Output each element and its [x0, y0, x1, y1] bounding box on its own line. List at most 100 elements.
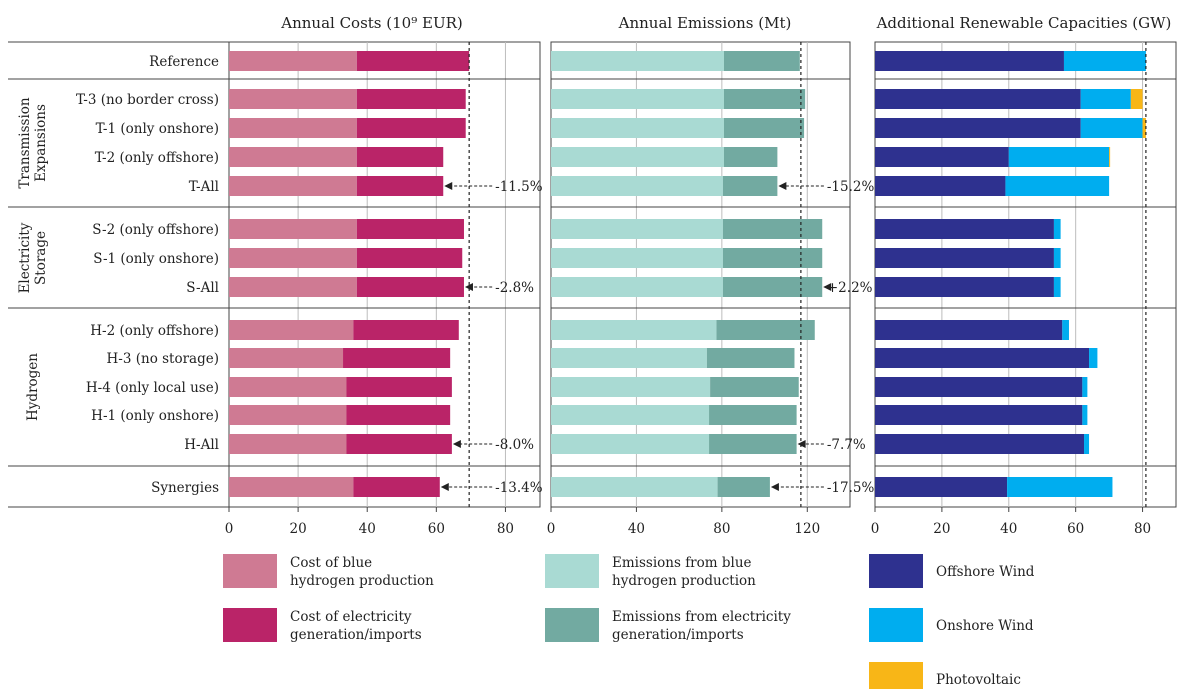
- legend-label-line: Photovoltaic: [936, 672, 1021, 688]
- bar-segment: [229, 118, 357, 138]
- legend-label: Emissions from blue hydrogen production: [612, 555, 756, 589]
- bar-segment: [346, 405, 451, 425]
- bar-segment: [551, 147, 724, 167]
- bar-segment: [875, 377, 1083, 397]
- row-label: H-2 (only offshore): [90, 323, 219, 339]
- group-label: Hydrogen: [25, 353, 41, 421]
- annotation-label: -17.5%: [827, 480, 875, 496]
- bar-segment: [229, 51, 357, 71]
- annotation-arrowhead: [797, 440, 806, 448]
- bar-segment: [1008, 147, 1110, 167]
- bar-segment: [875, 89, 1081, 109]
- bar-segment: [710, 377, 799, 397]
- bar-segment: [875, 147, 1009, 167]
- legend-label: Onshore Wind: [936, 618, 1034, 634]
- row-label: H-All: [184, 437, 219, 453]
- bar-segment: [229, 248, 357, 268]
- legend-label-line: Onshore Wind: [936, 618, 1034, 634]
- bar-segment: [1062, 320, 1069, 340]
- tick-label: 0: [225, 521, 234, 537]
- bar-segment: [551, 118, 724, 138]
- legend-label-line: Cost of blue: [290, 555, 372, 571]
- bar-segment: [229, 176, 357, 196]
- bar-segment: [709, 405, 797, 425]
- bar-segment: [722, 219, 823, 239]
- annotation-arrowhead: [452, 440, 461, 448]
- bar-segment: [353, 320, 459, 340]
- tick-label: 20: [933, 521, 950, 537]
- legend-label-line: generation/imports: [612, 627, 744, 643]
- annotation-label: -8.0%: [495, 437, 534, 453]
- legend-label-line: Offshore Wind: [936, 564, 1035, 580]
- bar-segment: [356, 118, 466, 138]
- bar-segment: [356, 176, 444, 196]
- group-label-line: Storage: [33, 231, 49, 285]
- bar-segment: [875, 348, 1090, 368]
- bar-segment: [875, 176, 1006, 196]
- legend-label: Cost of blue hydrogen production: [290, 555, 434, 589]
- bar-segment: [229, 377, 347, 397]
- annotation-arrowhead: [778, 182, 787, 190]
- bar-segment: [1080, 118, 1143, 138]
- bar-segment: [1082, 405, 1088, 425]
- tick-label: 80: [713, 521, 730, 537]
- bar-segment: [551, 348, 707, 368]
- row-label: H-1 (only onshore): [91, 408, 219, 424]
- bar-segment: [716, 320, 815, 340]
- bar-segment: [717, 477, 770, 497]
- bar-segment: [1053, 277, 1061, 297]
- bar-segment: [723, 147, 778, 167]
- bar-segment: [356, 277, 464, 297]
- row-label: T-3 (no border cross): [76, 92, 219, 108]
- panel-title: Annual Costs (10⁹ EUR): [280, 14, 462, 32]
- annotation-label: -2.8%: [495, 280, 534, 296]
- tick-label: 80: [1134, 521, 1151, 537]
- legend-swatch: [869, 554, 923, 588]
- tick-label: 120: [794, 521, 820, 537]
- bar-segment: [346, 434, 452, 454]
- bar-segment: [875, 477, 1008, 497]
- bar-segment: [722, 277, 823, 297]
- group-label-line: Hydrogen: [25, 353, 41, 421]
- bar-segment: [229, 434, 347, 454]
- bar-segment: [343, 348, 451, 368]
- annotation-label: -7.7%: [827, 437, 866, 453]
- bar-segment: [1089, 348, 1098, 368]
- bar-segment: [1082, 377, 1088, 397]
- bar-segment: [723, 89, 806, 109]
- bar-segment: [1080, 89, 1131, 109]
- legend-swatch: [223, 554, 277, 588]
- panel-frame: [550, 41, 851, 508]
- legend-label: Emissions from electricity generation/imp…: [612, 609, 791, 643]
- annotation-arrowhead: [770, 483, 779, 491]
- tick-label: 40: [1000, 521, 1017, 537]
- bar-segment: [551, 377, 711, 397]
- bar-segment: [551, 219, 723, 239]
- tick-label: 80: [497, 521, 514, 537]
- group-label-line: Electricity: [17, 222, 33, 293]
- bar-segment: [1063, 51, 1146, 71]
- bar-segment: [353, 477, 440, 497]
- row-label: S-1 (only onshore): [93, 251, 219, 267]
- group-label-line: Expansions: [33, 104, 49, 182]
- annotation-label: -15.2%: [827, 179, 875, 195]
- row-label: S-All: [186, 280, 219, 296]
- tick-label: 0: [547, 521, 556, 537]
- bar-segment: [551, 477, 718, 497]
- bar-segment: [875, 118, 1081, 138]
- row-label: Reference: [149, 54, 219, 70]
- annotation-label: +2.2%: [827, 280, 873, 296]
- legend-label: Offshore Wind: [936, 564, 1035, 580]
- tick-label: 40: [359, 521, 376, 537]
- bar-segment: [875, 277, 1054, 297]
- bar-segment: [229, 320, 354, 340]
- row-label: H-3 (no storage): [107, 351, 219, 367]
- bar-segment: [551, 89, 724, 109]
- legend-label: Photovoltaic: [936, 672, 1021, 688]
- bar-segment: [1053, 248, 1061, 268]
- bar-segment: [1007, 477, 1113, 497]
- bar-segment: [356, 89, 466, 109]
- legend-swatch: [869, 608, 923, 642]
- bar-segment: [875, 405, 1083, 425]
